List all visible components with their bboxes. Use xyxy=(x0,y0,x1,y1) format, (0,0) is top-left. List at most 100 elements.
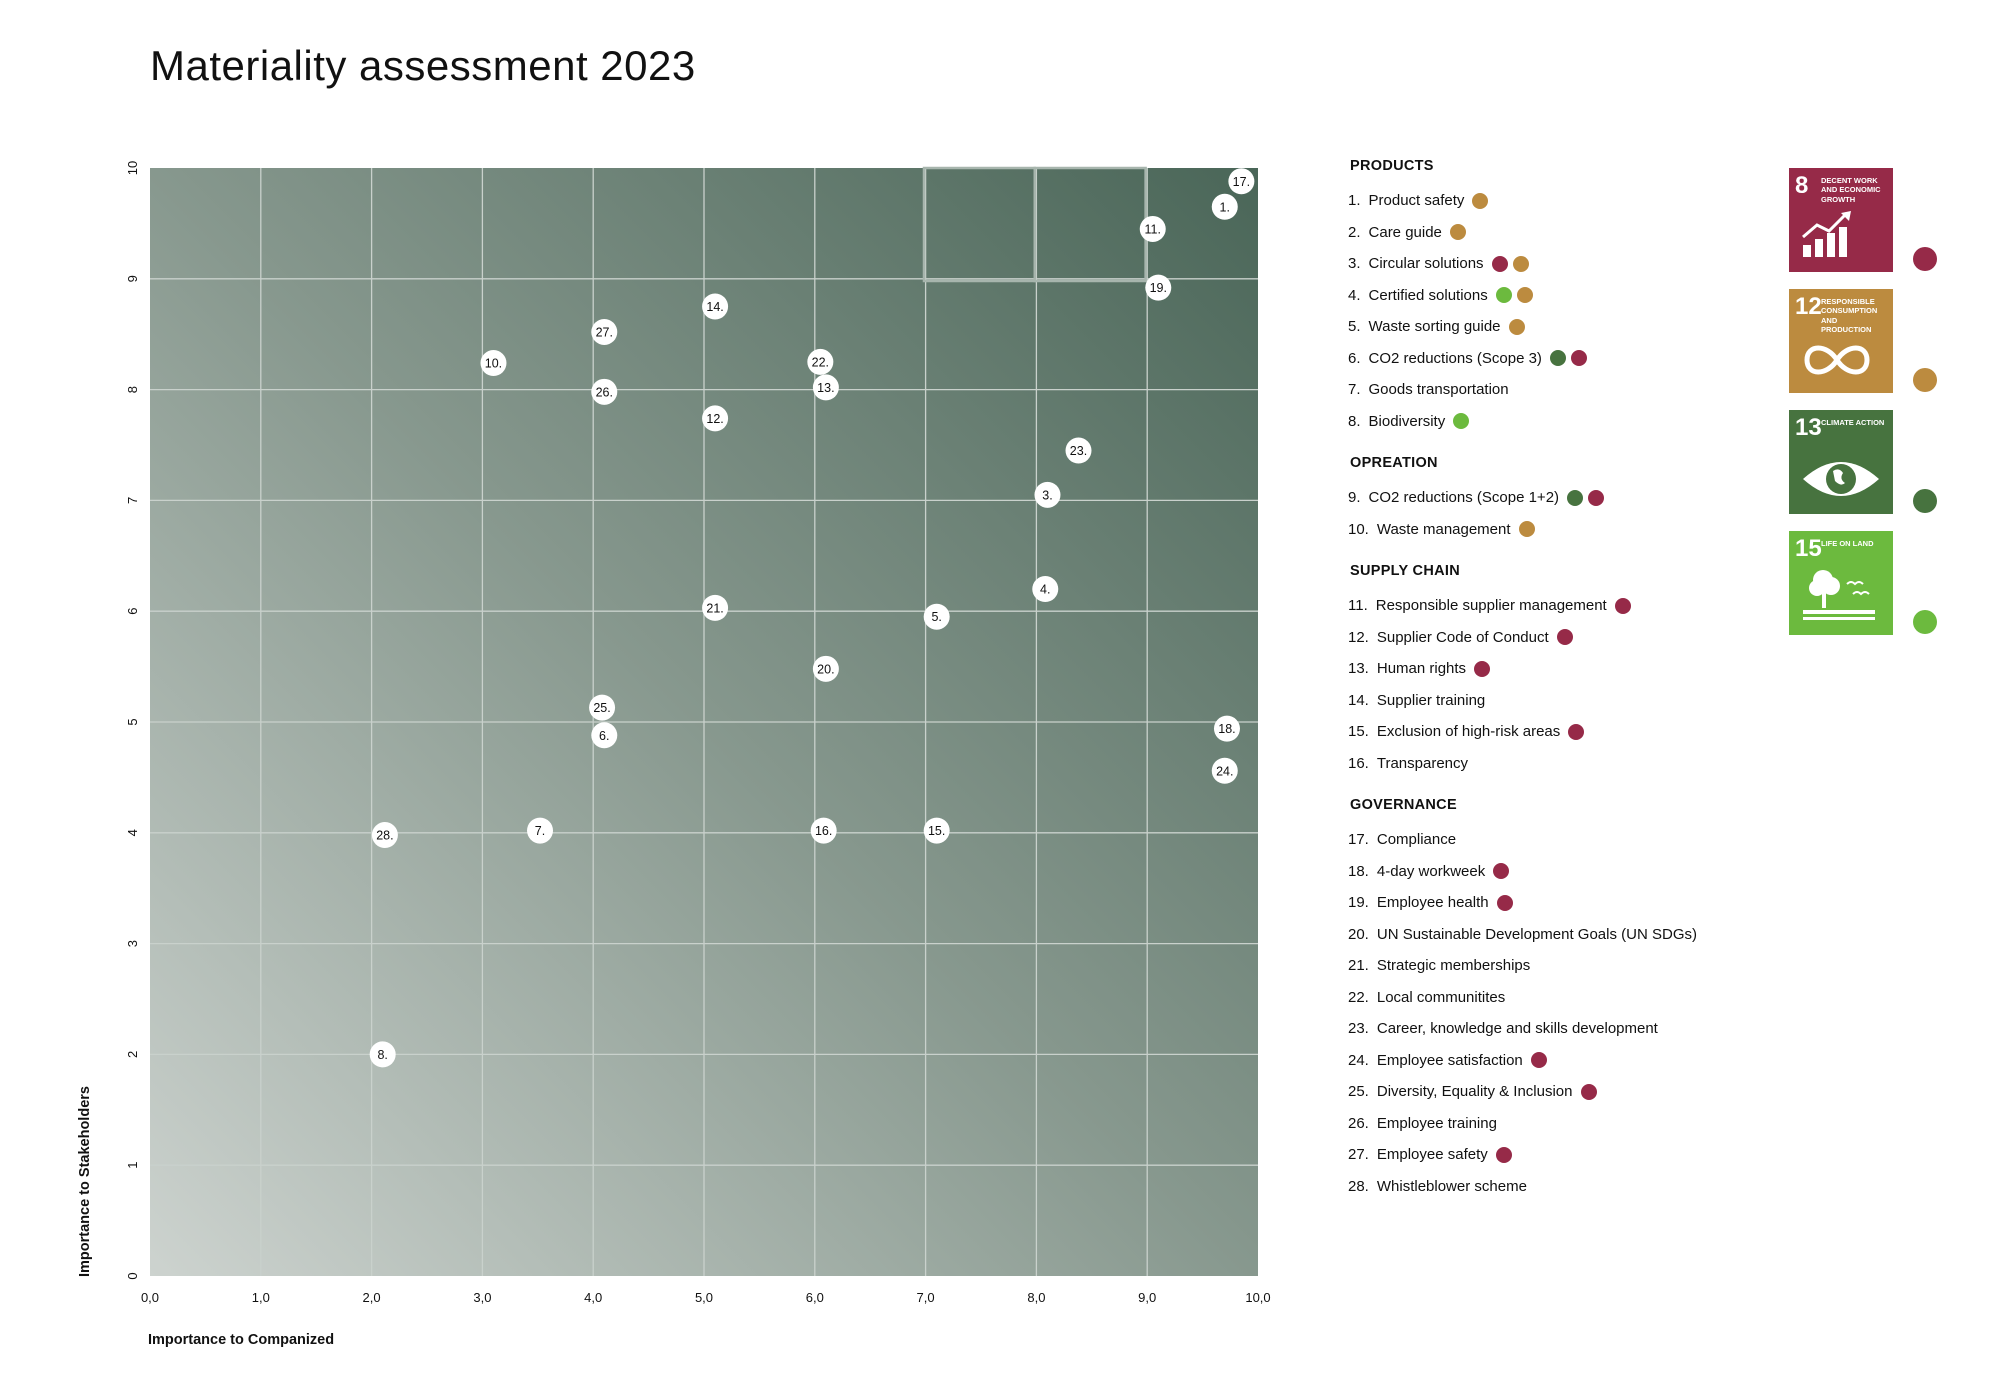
legend-item-number: 17. xyxy=(1348,831,1369,849)
legend-item: 24. Employee satisfaction xyxy=(1348,1045,1768,1077)
x-tick-label: 5,0 xyxy=(695,1290,713,1305)
legend-item: 10. Waste management xyxy=(1348,514,1768,546)
legend-item-label: Employee safety xyxy=(1376,1146,1488,1164)
data-point[interactable]: 22. xyxy=(807,348,834,375)
legend-item-number: 12. xyxy=(1348,628,1369,646)
legend-panel: PRODUCTS 1. Product safety 2. Care guide 3. Ci… xyxy=(1348,158,1768,1220)
legend-item-number: 2. xyxy=(1348,223,1361,241)
data-point-marker xyxy=(812,374,839,401)
sdg-goal-text: DECENT WORK AND ECONOMIC GROWTH xyxy=(1821,176,1881,204)
sdg-15-tile: 15 LIFE ON LAND xyxy=(1789,531,1893,635)
legend-item: 11. Responsible supplier management xyxy=(1348,590,1768,622)
legend-item: 28. Whistleblower scheme xyxy=(1348,1171,1768,1203)
legend-item-label: CO2 reductions (Scope 1+2) xyxy=(1368,489,1560,507)
data-point[interactable]: 14. xyxy=(702,293,729,320)
data-point[interactable]: 1. xyxy=(1211,193,1238,220)
data-point-marker xyxy=(591,378,618,405)
x-axis-title: Importance to Companized xyxy=(148,1332,334,1348)
data-point-marker xyxy=(591,722,618,749)
data-point-marker xyxy=(702,594,729,621)
legend-item-label: Strategic memberships xyxy=(1376,957,1531,975)
legend-item-label: Biodiversity xyxy=(1368,412,1446,430)
data-point[interactable]: 23. xyxy=(1065,437,1092,464)
sdg8-indicator-dot xyxy=(1491,255,1508,272)
data-point[interactable]: 19. xyxy=(1145,274,1172,301)
data-point-marker xyxy=(1213,715,1240,742)
legend-item-label: Supplier Code of Conduct xyxy=(1376,628,1549,646)
data-point[interactable]: 25. xyxy=(589,694,616,721)
legend-item-label: Diversity, Equality & Inclusion xyxy=(1376,1083,1573,1101)
x-tick-label: 2,0 xyxy=(363,1290,381,1305)
legend-item-number: 27. xyxy=(1348,1146,1369,1164)
earth-eye-icon xyxy=(1801,457,1881,506)
legend-item: 18. 4-day workweek xyxy=(1348,856,1768,888)
data-point[interactable]: 15. xyxy=(923,817,950,844)
y-tick-label: 10 xyxy=(125,161,140,175)
legend-item: 8. Biodiversity xyxy=(1348,406,1768,438)
legend-item-label: Employee health xyxy=(1376,894,1489,912)
growth-chart-icon xyxy=(1801,211,1853,264)
data-point[interactable]: 28. xyxy=(371,822,398,849)
y-tick-label: 2 xyxy=(125,1051,140,1058)
legend-item: 4. Certified solutions xyxy=(1348,280,1768,312)
y-tick-label: 4 xyxy=(125,829,140,836)
data-point[interactable]: 18. xyxy=(1213,715,1240,742)
data-point-label: 23. xyxy=(1070,444,1087,458)
legend-item-label: Waste sorting guide xyxy=(1368,318,1501,336)
data-point[interactable]: 5. xyxy=(923,603,950,630)
data-point[interactable]: 4. xyxy=(1032,576,1059,603)
data-point[interactable]: 17. xyxy=(1228,168,1255,195)
sdg13-indicator-dot xyxy=(1567,489,1584,506)
sdg-8-color-dot xyxy=(1913,247,1937,271)
x-tick-label: 8,0 xyxy=(1027,1290,1045,1305)
legend-item: 2. Care guide xyxy=(1348,217,1768,249)
legend-item-number: 14. xyxy=(1348,691,1369,709)
data-point[interactable]: 24. xyxy=(1211,757,1238,784)
data-point[interactable]: 27. xyxy=(591,318,618,345)
data-point-marker xyxy=(1228,168,1255,195)
data-point-label: 28. xyxy=(376,829,393,843)
data-point-label: 6. xyxy=(599,729,609,743)
legend-item-label: CO2 reductions (Scope 3) xyxy=(1368,349,1542,367)
data-point-label: 17. xyxy=(1233,175,1250,189)
data-point[interactable]: 12. xyxy=(702,405,729,432)
x-tick-label: 1,0 xyxy=(252,1290,270,1305)
legend-item-number: 26. xyxy=(1348,1114,1369,1132)
y-tick-label: 3 xyxy=(125,940,140,947)
data-point[interactable]: 7. xyxy=(527,817,554,844)
legend-item-number: 20. xyxy=(1348,925,1369,943)
materiality-scatter-chart: 0,0 1,0 2,0 3,0 4,0 5,0 6,0 7,0 8,0 9,0 10,0 0 1 2 3 4 5… xyxy=(77,161,1271,1348)
data-point-label: 10. xyxy=(485,357,502,371)
data-point-marker xyxy=(807,348,834,375)
data-point[interactable]: 11. xyxy=(1139,215,1166,242)
sdg12-indicator-dot xyxy=(1516,287,1533,304)
sdg-15-color-dot xyxy=(1913,610,1937,634)
legend-item: 13. Human rights xyxy=(1348,653,1768,685)
sdg8-indicator-dot xyxy=(1530,1052,1547,1069)
legend-item-number: 1. xyxy=(1348,192,1361,210)
legend-item-number: 9. xyxy=(1348,489,1361,507)
data-point[interactable]: 13. xyxy=(812,374,839,401)
sdg8-indicator-dot xyxy=(1496,894,1513,911)
data-point[interactable]: 26. xyxy=(591,378,618,405)
legend-item-number: 28. xyxy=(1348,1177,1369,1195)
legend-item: 17. Compliance xyxy=(1348,824,1768,856)
sdg-12-row: 12 RESPONSIBLE CONSUMPTION AND PRODUCTION xyxy=(1789,289,1939,393)
data-point[interactable]: 10. xyxy=(480,350,507,377)
legend-item-number: 5. xyxy=(1348,318,1361,336)
sdg8-indicator-dot xyxy=(1556,629,1573,646)
data-point[interactable]: 16. xyxy=(810,817,837,844)
data-point-label: 1. xyxy=(1220,200,1230,214)
data-point[interactable]: 6. xyxy=(591,722,618,749)
data-point[interactable]: 20. xyxy=(812,655,839,682)
data-point-label: 27. xyxy=(596,325,613,339)
legend-group: GOVERNANCE 17. Compliance 18. 4-day workweek… xyxy=(1348,797,1768,1202)
data-point[interactable]: 8. xyxy=(369,1041,396,1068)
x-tick-label: 9,0 xyxy=(1138,1290,1156,1305)
legend-item-label: Product safety xyxy=(1368,192,1465,210)
legend-item-label: Certified solutions xyxy=(1368,286,1488,304)
legend-item-number: 19. xyxy=(1348,894,1369,912)
data-point[interactable]: 21. xyxy=(702,594,729,621)
data-point[interactable]: 3. xyxy=(1034,481,1061,508)
x-tick-label: 10,0 xyxy=(1245,1290,1270,1305)
